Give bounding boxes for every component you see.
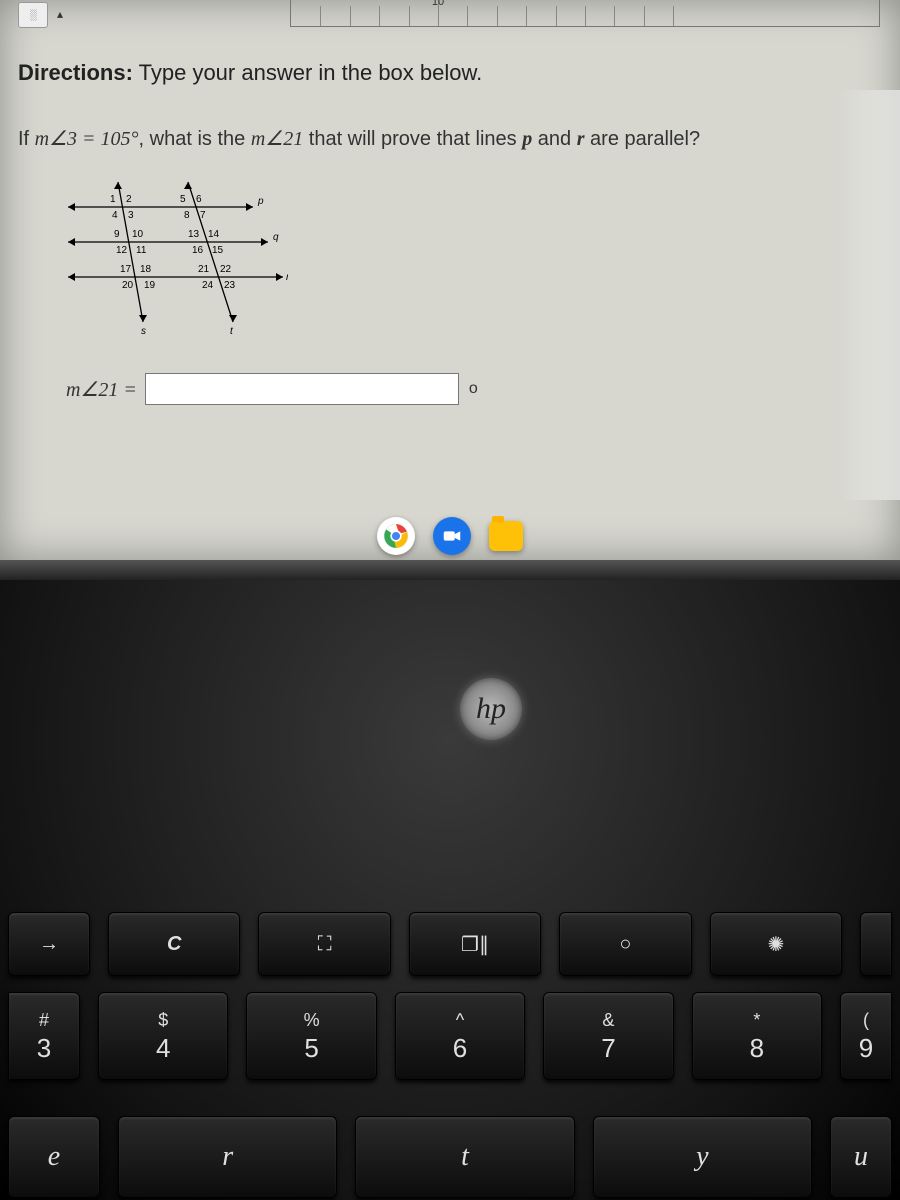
svg-text:14: 14 bbox=[208, 229, 220, 240]
svg-text:q: q bbox=[273, 232, 279, 243]
answer-label: m∠21 = bbox=[66, 377, 137, 402]
svg-text:12: 12 bbox=[116, 245, 128, 256]
directions-prefix: Directions: bbox=[18, 60, 133, 85]
key-7[interactable]: &7 bbox=[543, 992, 673, 1080]
laptop-body: hp → C ⛶ ❐∥ ○ ✺ #3 $4 %5 ^6 &7 *8 (9 bbox=[0, 560, 900, 1200]
svg-text:p: p bbox=[257, 196, 264, 207]
letter-key-row: e r t y u bbox=[0, 1116, 900, 1200]
ruler: 10 bbox=[290, 0, 880, 27]
shelf bbox=[0, 512, 900, 560]
svg-text:21: 21 bbox=[198, 264, 210, 275]
ruler-label: 10 bbox=[432, 0, 444, 8]
svg-text:2: 2 bbox=[126, 194, 132, 205]
svg-text:7: 7 bbox=[200, 210, 206, 221]
svg-text:22: 22 bbox=[220, 264, 232, 275]
svg-text:t: t bbox=[230, 326, 234, 337]
key-r[interactable]: r bbox=[118, 1116, 337, 1198]
answer-row: m∠21 = o bbox=[66, 373, 882, 405]
svg-text:17: 17 bbox=[120, 264, 132, 275]
hinge bbox=[0, 560, 900, 580]
svg-text:r: r bbox=[286, 272, 288, 283]
laptop-screen: ░▴ 10 Directions: Type your answer in th… bbox=[0, 0, 900, 560]
video-app-icon[interactable] bbox=[433, 517, 471, 555]
svg-text:10: 10 bbox=[132, 229, 144, 240]
directions-line: Directions: Type your answer in the box … bbox=[18, 60, 882, 86]
content-area: Directions: Type your answer in the box … bbox=[0, 0, 900, 405]
svg-text:8: 8 bbox=[184, 210, 190, 221]
key-6[interactable]: ^6 bbox=[395, 992, 525, 1080]
geometry-diagram: p q r s t 1 2 3 4 5 6 7 8 9 10 11 12 13 … bbox=[58, 172, 882, 347]
key-refresh[interactable]: C bbox=[108, 912, 240, 976]
svg-text:15: 15 bbox=[212, 245, 224, 256]
svg-text:s: s bbox=[141, 326, 146, 337]
svg-text:13: 13 bbox=[188, 229, 200, 240]
hp-logo: hp bbox=[460, 678, 522, 740]
function-key-row: → C ⛶ ❐∥ ○ ✺ bbox=[0, 912, 900, 980]
svg-text:19: 19 bbox=[144, 280, 156, 291]
svg-text:6: 6 bbox=[196, 194, 202, 205]
key-u[interactable]: u bbox=[830, 1116, 892, 1198]
answer-input[interactable] bbox=[145, 373, 459, 405]
key-4[interactable]: $4 bbox=[98, 992, 228, 1080]
screen-glare bbox=[840, 90, 900, 500]
question-text: If m∠3 = 105°, what is the m∠21 that wil… bbox=[18, 124, 882, 154]
key-arrow-right[interactable]: → bbox=[8, 912, 90, 976]
number-key-row: #3 $4 %5 ^6 &7 *8 (9 bbox=[0, 992, 900, 1084]
key-brightness-up[interactable]: ✺ bbox=[710, 912, 842, 976]
key-3[interactable]: #3 bbox=[8, 992, 80, 1080]
key-9[interactable]: (9 bbox=[840, 992, 892, 1080]
svg-text:1: 1 bbox=[110, 194, 116, 205]
svg-text:18: 18 bbox=[140, 264, 152, 275]
svg-text:23: 23 bbox=[224, 280, 236, 291]
files-icon[interactable] bbox=[489, 521, 523, 551]
svg-text:20: 20 bbox=[122, 280, 134, 291]
svg-text:5: 5 bbox=[180, 194, 186, 205]
key-fullscreen[interactable]: ⛶ bbox=[258, 912, 390, 976]
svg-text:24: 24 bbox=[202, 280, 214, 291]
key-fn-extra[interactable] bbox=[860, 912, 892, 976]
svg-text:4: 4 bbox=[112, 210, 118, 221]
chrome-icon[interactable] bbox=[377, 517, 415, 555]
key-overview[interactable]: ❐∥ bbox=[409, 912, 541, 976]
ruler-area: ░▴ 10 bbox=[0, 0, 900, 40]
key-y[interactable]: y bbox=[593, 1116, 812, 1198]
key-brightness-down[interactable]: ○ bbox=[559, 912, 691, 976]
degree-mark: o bbox=[469, 380, 478, 398]
svg-text:3: 3 bbox=[128, 210, 134, 221]
key-e[interactable]: e bbox=[8, 1116, 100, 1198]
svg-text:16: 16 bbox=[192, 245, 204, 256]
toolbar-chip[interactable]: ░▴ bbox=[18, 2, 48, 28]
directions-text: Type your answer in the box below. bbox=[139, 60, 483, 85]
svg-text:11: 11 bbox=[136, 245, 147, 256]
svg-text:9: 9 bbox=[114, 229, 120, 240]
key-8[interactable]: *8 bbox=[692, 992, 822, 1080]
key-5[interactable]: %5 bbox=[246, 992, 376, 1080]
key-t[interactable]: t bbox=[355, 1116, 574, 1198]
